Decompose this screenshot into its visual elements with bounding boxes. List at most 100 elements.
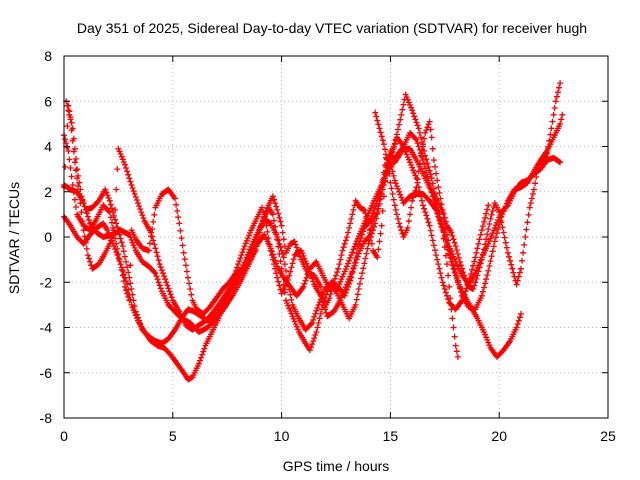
data-point — [342, 237, 349, 244]
data-point — [490, 227, 497, 234]
data-point — [478, 256, 485, 263]
data-point — [424, 124, 431, 131]
data-point — [470, 262, 477, 269]
data-point — [438, 221, 445, 228]
data-point — [428, 232, 435, 239]
data-point — [518, 265, 524, 272]
data-point — [382, 146, 388, 153]
data-point — [507, 257, 514, 264]
x-tick-label: 0 — [60, 428, 68, 444]
data-point — [294, 247, 301, 254]
data-point — [433, 170, 440, 177]
data-point — [274, 206, 281, 213]
data-point — [352, 259, 359, 266]
data-point — [450, 236, 457, 243]
data-point — [462, 275, 469, 282]
data-point — [164, 282, 171, 289]
data-point — [391, 177, 398, 184]
data-point — [345, 229, 351, 236]
chart-title: Day 351 of 2025, Sidereal Day-to-day VTE… — [77, 20, 587, 36]
data-point — [331, 275, 338, 282]
data-point — [358, 275, 364, 282]
data-point — [330, 279, 337, 286]
data-point — [449, 258, 456, 265]
data-point — [105, 195, 112, 201]
data-point — [259, 220, 265, 227]
data-point — [504, 249, 511, 256]
data-point — [409, 107, 416, 114]
data-point — [367, 234, 374, 240]
data-point — [276, 282, 283, 289]
data-point — [377, 230, 384, 237]
data-point — [350, 265, 357, 272]
data-point — [345, 260, 351, 267]
data-point — [445, 243, 452, 250]
data-point — [154, 253, 161, 260]
data-point — [106, 240, 113, 247]
data-point — [451, 266, 458, 273]
data-point — [434, 256, 441, 263]
data-point — [364, 235, 371, 242]
data-point — [312, 310, 319, 317]
data-point — [424, 160, 431, 167]
data-point — [108, 219, 115, 226]
data-point — [306, 347, 313, 354]
data-point — [459, 265, 466, 272]
data-point — [526, 204, 533, 211]
data-point — [121, 253, 128, 260]
data-point — [449, 232, 456, 239]
data-point — [482, 214, 489, 221]
data-point — [445, 272, 452, 279]
data-point — [337, 297, 344, 304]
data-point — [509, 265, 516, 272]
data-point — [393, 131, 400, 138]
data-point — [238, 252, 245, 259]
data-point — [104, 227, 111, 234]
data-point — [425, 177, 432, 184]
data-point — [280, 236, 287, 243]
data-point — [366, 227, 373, 234]
data-point — [267, 245, 274, 252]
data-point — [356, 280, 363, 287]
data-point — [71, 159, 78, 166]
data-point — [415, 143, 422, 150]
data-point — [403, 151, 410, 158]
data-point — [380, 193, 387, 200]
data-point — [114, 252, 121, 259]
data-point — [272, 257, 279, 264]
data-point — [461, 272, 468, 279]
data-point — [391, 141, 398, 148]
y-tick-label: 0 — [44, 229, 52, 245]
data-point — [188, 291, 195, 298]
data-point — [486, 263, 493, 269]
data-point — [417, 134, 424, 141]
data-point — [556, 158, 562, 165]
data-point — [343, 263, 350, 270]
data-point — [424, 215, 431, 222]
data-point — [371, 206, 378, 213]
data-point — [359, 270, 366, 277]
data-point — [474, 272, 481, 279]
data-point — [482, 280, 489, 287]
data-point — [317, 310, 324, 317]
data-point — [449, 315, 456, 322]
data-point — [453, 274, 460, 280]
data-point — [488, 232, 495, 239]
data-point — [313, 329, 320, 335]
data-point — [479, 223, 486, 230]
data-point — [271, 217, 277, 224]
data-point — [149, 226, 156, 233]
data-point — [273, 260, 280, 267]
data-point — [489, 248, 496, 255]
data-point — [346, 224, 353, 231]
data-point — [428, 189, 435, 196]
axis-ticks: 0 5 10 15 20 25 -8 -6 -4 -2 0 2 4 6 8 — [40, 48, 616, 444]
data-point — [485, 267, 492, 274]
data-point — [87, 258, 94, 265]
data-point — [477, 260, 484, 267]
data-point — [66, 111, 73, 118]
data-point — [376, 196, 383, 203]
data-point — [409, 197, 416, 204]
data-point — [67, 116, 74, 123]
data-point — [435, 211, 442, 218]
